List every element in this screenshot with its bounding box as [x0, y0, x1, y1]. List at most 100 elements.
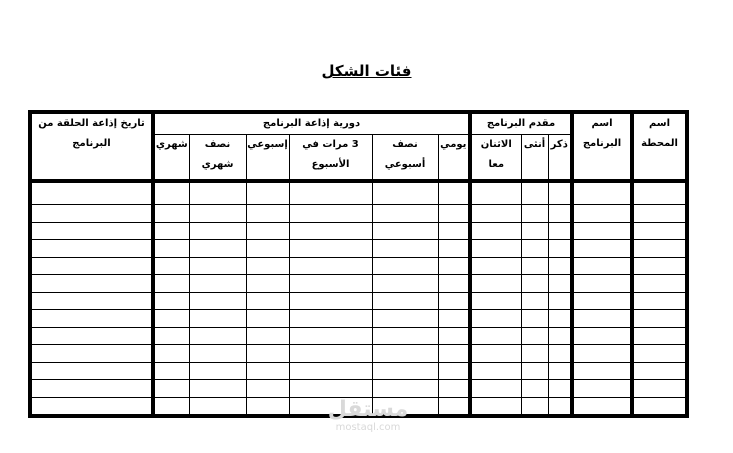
table-cell[interactable] [245, 256, 290, 275]
table-cell[interactable] [437, 396, 471, 417]
table-cell[interactable] [188, 326, 247, 345]
table-cell[interactable] [188, 239, 247, 258]
table-cell[interactable] [371, 326, 439, 345]
table-cell[interactable] [468, 344, 522, 363]
table-cell[interactable] [437, 239, 471, 258]
table-cell[interactable] [29, 239, 154, 258]
table-cell[interactable] [188, 291, 247, 310]
table-cell[interactable] [570, 180, 633, 205]
table-cell[interactable] [188, 379, 247, 398]
table-cell[interactable] [520, 361, 549, 380]
table-cell[interactable] [188, 344, 247, 363]
table-cell[interactable] [468, 256, 522, 275]
table-cell[interactable] [547, 291, 573, 310]
table-cell[interactable] [150, 221, 190, 240]
table-cell[interactable] [570, 344, 633, 363]
table-cell[interactable] [570, 361, 633, 380]
table-cell[interactable] [245, 379, 290, 398]
table-cell[interactable] [188, 256, 247, 275]
table-cell[interactable] [288, 256, 373, 275]
table-cell[interactable] [520, 274, 549, 293]
table-cell[interactable] [288, 396, 373, 417]
table-cell[interactable] [245, 239, 290, 258]
table-cell[interactable] [245, 221, 290, 240]
table-cell[interactable] [547, 180, 573, 205]
table-cell[interactable] [570, 256, 633, 275]
table-cell[interactable] [437, 379, 471, 398]
table-cell[interactable] [630, 379, 688, 398]
table-cell[interactable] [371, 309, 439, 328]
table-cell[interactable] [188, 274, 247, 293]
table-cell[interactable] [188, 396, 247, 417]
table-cell[interactable] [630, 239, 688, 258]
table-cell[interactable] [150, 239, 190, 258]
table-cell[interactable] [468, 361, 522, 380]
table-cell[interactable] [371, 344, 439, 363]
table-cell[interactable] [520, 221, 549, 240]
table-cell[interactable] [547, 256, 573, 275]
table-cell[interactable] [630, 221, 688, 240]
table-cell[interactable] [150, 309, 190, 328]
table-cell[interactable] [468, 326, 522, 345]
table-cell[interactable] [468, 291, 522, 310]
table-cell[interactable] [468, 379, 522, 398]
table-cell[interactable] [150, 256, 190, 275]
table-cell[interactable] [150, 326, 190, 345]
table-cell[interactable] [520, 326, 549, 345]
table-cell[interactable] [371, 221, 439, 240]
table-cell[interactable] [188, 361, 247, 380]
table-cell[interactable] [520, 239, 549, 258]
table-cell[interactable] [437, 344, 471, 363]
table-cell[interactable] [245, 204, 290, 223]
table-cell[interactable] [245, 344, 290, 363]
table-cell[interactable] [570, 309, 633, 328]
table-cell[interactable] [437, 326, 471, 345]
table-cell[interactable] [288, 274, 373, 293]
table-cell[interactable] [547, 326, 573, 345]
table-cell[interactable] [371, 180, 439, 205]
table-cell[interactable] [29, 326, 154, 345]
table-cell[interactable] [547, 204, 573, 223]
table-cell[interactable] [150, 291, 190, 310]
table-cell[interactable] [437, 256, 471, 275]
table-cell[interactable] [630, 180, 688, 205]
table-cell[interactable] [630, 256, 688, 275]
table-cell[interactable] [570, 274, 633, 293]
table-cell[interactable] [437, 221, 471, 240]
table-cell[interactable] [520, 256, 549, 275]
table-cell[interactable] [245, 274, 290, 293]
table-cell[interactable] [437, 309, 471, 328]
table-cell[interactable] [245, 291, 290, 310]
table-cell[interactable] [547, 221, 573, 240]
table-cell[interactable] [150, 204, 190, 223]
table-cell[interactable] [437, 180, 471, 205]
table-cell[interactable] [29, 291, 154, 310]
table-cell[interactable] [520, 309, 549, 328]
table-cell[interactable] [371, 239, 439, 258]
table-cell[interactable] [570, 326, 633, 345]
table-cell[interactable] [547, 239, 573, 258]
table-cell[interactable] [437, 291, 471, 310]
table-cell[interactable] [288, 204, 373, 223]
table-cell[interactable] [29, 361, 154, 380]
table-cell[interactable] [245, 396, 290, 417]
table-cell[interactable] [245, 309, 290, 328]
table-cell[interactable] [288, 291, 373, 310]
table-cell[interactable] [520, 291, 549, 310]
table-cell[interactable] [371, 204, 439, 223]
table-cell[interactable] [29, 274, 154, 293]
table-cell[interactable] [468, 396, 522, 417]
table-cell[interactable] [288, 239, 373, 258]
table-cell[interactable] [547, 344, 573, 363]
table-cell[interactable] [29, 180, 154, 205]
table-cell[interactable] [29, 256, 154, 275]
table-cell[interactable] [570, 204, 633, 223]
table-cell[interactable] [188, 309, 247, 328]
table-cell[interactable] [150, 180, 190, 205]
table-cell[interactable] [245, 326, 290, 345]
table-cell[interactable] [371, 274, 439, 293]
table-cell[interactable] [29, 221, 154, 240]
table-cell[interactable] [630, 309, 688, 328]
table-cell[interactable] [29, 344, 154, 363]
table-cell[interactable] [630, 291, 688, 310]
